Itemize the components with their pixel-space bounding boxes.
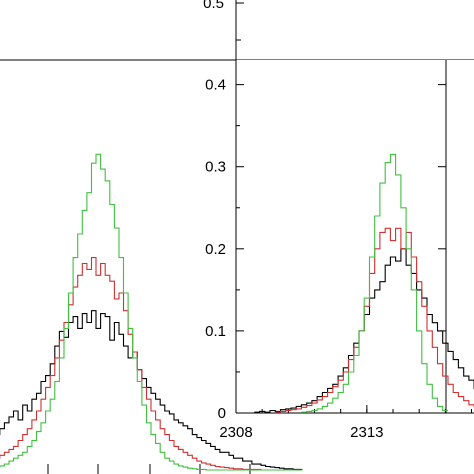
- right-y-tick-label-2: 0.2: [205, 241, 226, 258]
- right-panel: 0 0.1 0.2 0.3 0.4 2308 2313: [205, 60, 474, 441]
- right-series-line-2: [301, 153, 448, 413]
- right-y-tick-label-0: 0: [218, 405, 226, 422]
- right-x-tick-label-0: 2308: [219, 424, 252, 441]
- right-series-line-0: [254, 248, 474, 413]
- top-y-tick-label: 0.5: [203, 0, 224, 12]
- right-series-line-1: [275, 227, 474, 413]
- top-panel: 0.5: [0, 0, 474, 61]
- left-series-line-0: [0, 310, 303, 470]
- right-y-tick-label-1: 0.1: [205, 323, 226, 340]
- right-y-tick-label-4: 0.4: [205, 77, 226, 94]
- right-plot-area: [236, 60, 474, 413]
- left-series-line-2: [0, 153, 303, 471]
- right-x-tick-label-1: 2313: [350, 424, 383, 441]
- left-panel: [0, 153, 303, 474]
- left-series-line-1: [0, 257, 303, 471]
- right-y-tick-label-3: 0.3: [205, 159, 226, 176]
